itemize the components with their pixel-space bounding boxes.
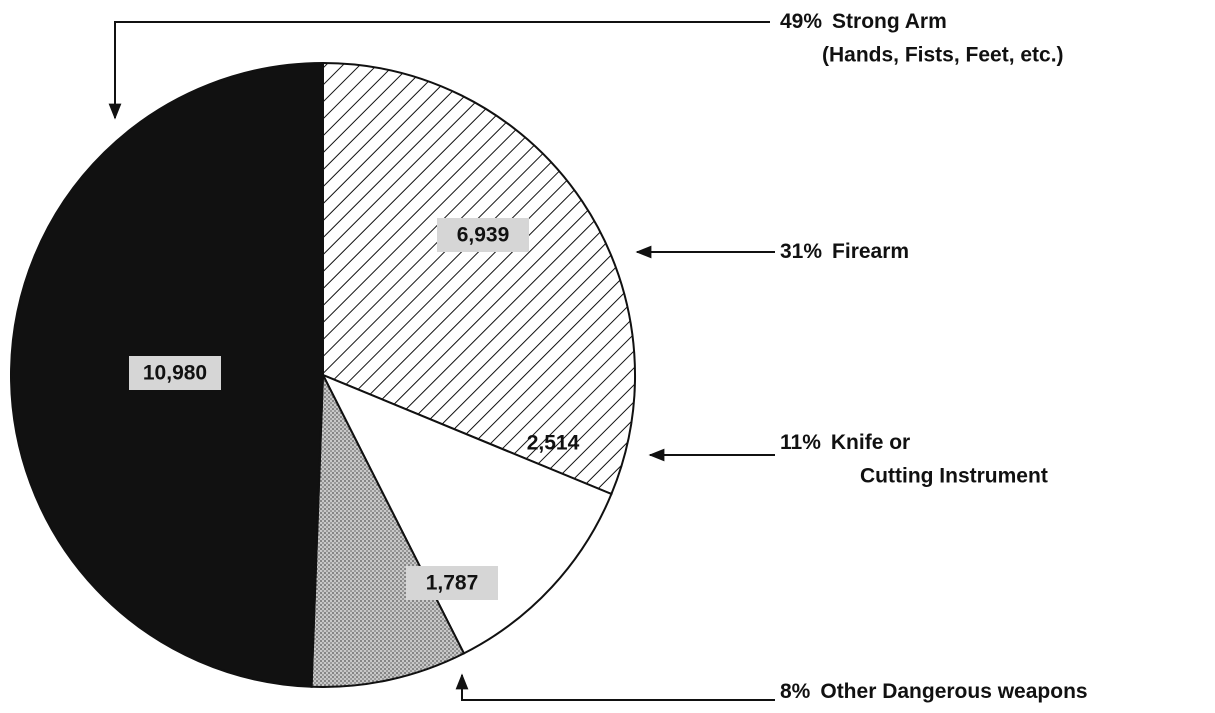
percentage-label: 11% [780, 431, 821, 454]
percentage-label: 8% [780, 680, 811, 703]
category-label: 11% Knife or [780, 431, 910, 454]
category-label: 31% Firearm [780, 240, 909, 263]
category-name: Other Dangerous weapons [820, 680, 1087, 703]
percentage-label: 49% [780, 10, 822, 33]
category-name: Cutting Instrument [860, 465, 1048, 488]
value-label: 6,939 [457, 224, 510, 247]
pie-slice [310, 374, 466, 688]
value-label: 1,787 [426, 572, 479, 595]
leader-line [108, 21, 770, 120]
category-label: 49% Strong Arm [780, 10, 947, 33]
category-name: Strong Arm [832, 10, 947, 33]
value-label-box [129, 356, 221, 390]
value-label-box [406, 566, 498, 600]
category-name: (Hands, Fists, Feet, etc.) [822, 44, 1064, 67]
category-name: Knife or [831, 431, 910, 454]
value-label: 2,514 [527, 432, 580, 455]
category-name: Firearm [832, 240, 909, 263]
pie-slice [320, 373, 613, 655]
category-label: 8% Other Dangerous weapons [780, 680, 1088, 703]
value-label: 10,980 [143, 362, 207, 385]
leader-line [455, 673, 775, 701]
pie-slice [322, 61, 636, 496]
percentage-label: 31% [780, 240, 822, 263]
value-label-box [437, 218, 529, 252]
